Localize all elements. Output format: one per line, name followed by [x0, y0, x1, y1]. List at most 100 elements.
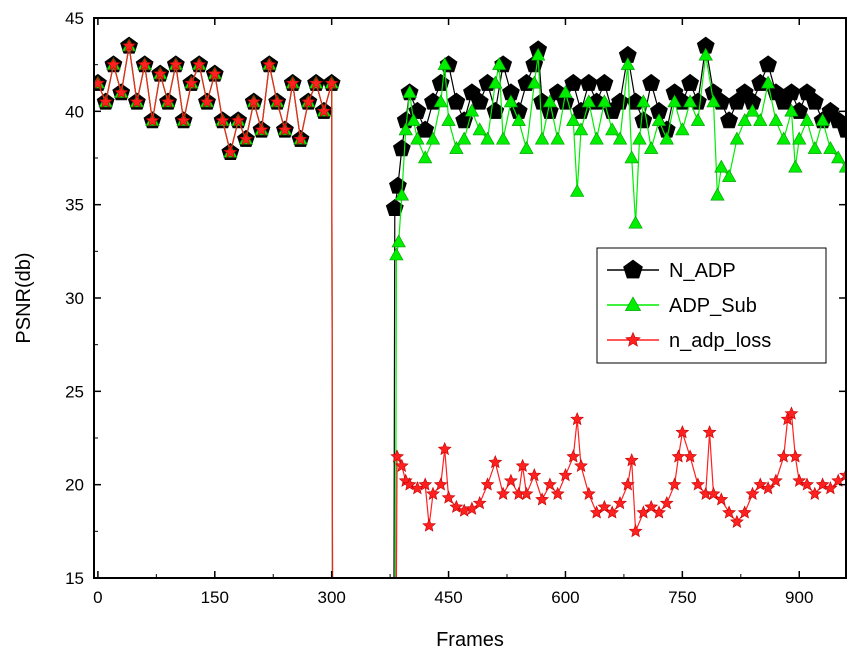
data-point: [431, 73, 450, 91]
data-point: [137, 57, 152, 71]
data-point: [760, 75, 776, 89]
data-point: [223, 145, 238, 159]
x-tick-label: 750: [668, 588, 696, 607]
data-point: [642, 73, 661, 91]
data-point: [285, 76, 300, 90]
data-point: [449, 141, 464, 154]
data-point: [550, 131, 565, 145]
data-point: [309, 76, 324, 90]
data-point: [389, 247, 404, 261]
data-point: [270, 94, 285, 108]
data-point: [710, 187, 725, 201]
data-point: [385, 199, 404, 216]
data-point: [527, 75, 542, 89]
legend-label-n_adp_loss: n_adp_loss: [669, 330, 771, 352]
data-point: [667, 94, 682, 108]
data-point: [792, 131, 807, 145]
data-point: [519, 486, 534, 500]
legend-marker-N_ADP: [623, 259, 643, 279]
data-point: [597, 94, 612, 108]
data-point: [782, 83, 801, 101]
data-point: [433, 94, 448, 108]
data-point: [542, 477, 557, 491]
data-point: [122, 38, 136, 52]
data-point: [542, 94, 558, 108]
legend-label-N_ADP: N_ADP: [669, 260, 736, 282]
data-point: [800, 477, 814, 491]
data-point: [659, 496, 674, 510]
data-point: [632, 131, 647, 145]
data-point: [398, 122, 413, 136]
data-point: [611, 92, 629, 110]
data-point: [714, 492, 729, 506]
data-point: [823, 481, 838, 495]
data-point: [620, 477, 635, 491]
data-point: [589, 131, 604, 145]
data-point: [597, 499, 612, 513]
data-point: [776, 131, 791, 145]
data-point: [495, 131, 511, 145]
data-point: [192, 57, 207, 71]
data-point: [624, 150, 639, 164]
data-point: [519, 141, 534, 154]
data-point: [579, 73, 598, 91]
data-point: [488, 455, 503, 469]
legend: N_ADP ADP_Sub n_adp_loss: [596, 247, 827, 364]
data-point: [534, 131, 550, 145]
data-point: [788, 159, 803, 173]
data-point: [239, 132, 253, 146]
data-point: [702, 425, 717, 439]
data-point: [636, 94, 651, 108]
data-point: [839, 468, 846, 482]
data-point: [624, 453, 639, 467]
data-point: [418, 477, 433, 491]
data-point: [391, 234, 406, 248]
data-point: [316, 104, 331, 118]
data-point: [784, 406, 799, 420]
data-point: [807, 141, 823, 154]
data-point: [675, 425, 690, 439]
data-point: [437, 441, 452, 456]
y-tick-label: 15: [65, 569, 84, 588]
x-tick-label: 300: [317, 588, 345, 607]
data-point: [480, 131, 495, 145]
data-point: [729, 514, 744, 528]
data-point: [799, 113, 815, 126]
data-point: [574, 458, 588, 472]
x-tick-label: 0: [93, 588, 102, 607]
data-point: [389, 176, 407, 194]
data-point: [566, 449, 581, 463]
data-point: [550, 486, 565, 500]
data-point: [262, 57, 277, 71]
data-point: [394, 458, 409, 472]
data-point: [277, 122, 292, 136]
data-point: [515, 458, 530, 472]
data-point: [106, 57, 121, 71]
series-n_adp_loss: [94, 38, 846, 578]
data-point: [410, 131, 425, 145]
data-point: [613, 496, 627, 510]
data-point: [301, 94, 316, 108]
data-point: [422, 518, 437, 532]
data-point: [433, 477, 448, 491]
data-point: [768, 473, 783, 487]
data-point: [527, 468, 542, 482]
data-point: [690, 113, 706, 126]
data-point: [714, 159, 729, 173]
data-point: [581, 486, 596, 500]
y-tick-label: 25: [65, 382, 84, 401]
data-point: [535, 492, 550, 506]
series-layer: [94, 36, 846, 578]
data-point: [390, 449, 405, 463]
data-point: [605, 505, 620, 519]
ticks-layer: 0 150 300 450 600 750 900 15 20 25 30 35 40 45: [65, 9, 846, 607]
y-tick-label: 40: [65, 102, 84, 121]
data-point: [729, 131, 745, 145]
data-point: [823, 141, 838, 154]
data-point: [416, 120, 435, 138]
data-point: [698, 47, 713, 61]
data-point: [441, 490, 456, 504]
data-point: [200, 94, 214, 108]
data-point: [184, 76, 199, 90]
